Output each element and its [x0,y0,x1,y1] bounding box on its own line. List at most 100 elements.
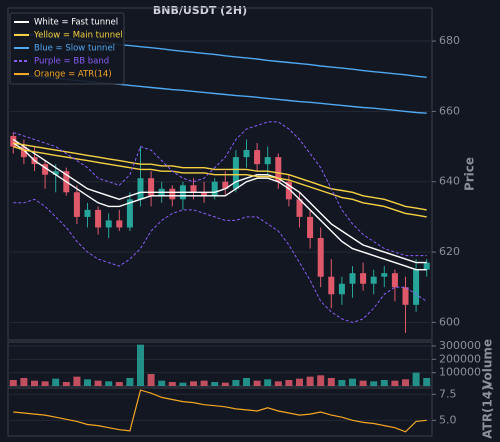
volume-bar [84,379,91,386]
volume-bar [179,382,187,386]
candle-body [296,199,303,217]
candle-body [254,150,261,165]
y-tick-label: 7.5 [439,387,457,400]
candle-body [222,181,229,189]
atr-line [13,389,427,433]
y-axis-label: ATR(14) [481,385,495,438]
y-tick-label: 640 [439,175,460,188]
volume-bar [20,378,28,386]
tunnel-line [12,142,427,271]
y-tick-label: 300000 [439,339,481,352]
legend-label: White = Fast tunnel [34,18,118,28]
candle-body [423,262,430,270]
tunnel-line [13,145,427,218]
candle-body [243,150,250,158]
volume-bar [41,381,49,386]
candle-body [402,287,409,305]
candle-body [370,276,377,284]
candle-body [328,276,335,295]
y-tick-label: 660 [439,104,460,117]
candle-body [105,220,112,228]
chart-title: BNB/USDT (2H) [153,4,247,17]
candle-body [413,269,420,305]
y-tick-label: 600 [439,315,460,328]
candle-body [116,220,123,228]
volume-bar [423,378,431,386]
candle-body [190,185,197,193]
volume-bar [306,376,314,386]
panel-frame [7,341,433,387]
y-tick-label: 680 [439,34,460,47]
legend-box [9,12,125,85]
candle-body [360,273,367,284]
candle-body [42,164,49,175]
candle-body [317,238,324,277]
volume-bar [243,378,250,386]
volume-bar [391,380,399,386]
tunnel-line [13,198,427,323]
volume-bar [253,380,261,386]
candle-body [349,273,356,284]
y-tick-label: 5.0 [439,413,457,426]
candle-body [275,157,282,182]
volume-bar [126,378,134,386]
volume-bar [285,380,293,386]
volume-bar [359,380,367,386]
candle-body [52,171,59,175]
y-axis-label: Volume [481,339,495,389]
y-axis-label: Price [463,157,477,191]
y-tick-label: 200000 [439,352,481,365]
tunnel-line [12,138,427,264]
volume-bar [94,380,102,386]
volume-bar [137,344,144,386]
volume-bar [158,380,166,386]
legend-label: Yellow = Main tunnel [33,31,123,41]
legend: White = Fast tunnel Yellow = Main tunnel B… [9,12,125,85]
volume-bar [105,381,113,386]
candle-body [381,273,388,277]
candle-body [307,216,314,239]
volume-bar [221,382,229,386]
candle-body [232,157,239,189]
candle-body [169,188,176,200]
candle-body [211,181,218,196]
volume-bar [296,378,303,386]
legend-label: Orange = ATR(14) [34,70,112,80]
volume-bar [327,378,335,386]
candle-body [201,192,208,196]
volume-bar [370,381,378,386]
volume-bar [232,380,240,386]
volume-bar [274,381,282,386]
volume-bar [115,382,123,386]
volume-bar [190,381,197,386]
candle-body [285,181,292,200]
panel-frame [7,387,433,437]
volume-bar [211,382,219,386]
candle-body [264,157,271,165]
volume-bar [402,379,409,386]
candle-body [126,199,133,228]
volume-bar [264,379,272,386]
candle-body [137,178,144,200]
volume-bar [200,380,208,386]
volume-bar [168,382,176,386]
volume-bar [412,372,420,386]
legend-label: Blue = Slow tunnel [34,44,115,54]
volume-bar [73,376,81,386]
candle-body [338,283,345,295]
volume-bar [9,380,17,386]
legend-label: Purple = BB band [34,57,109,67]
panel-frame [7,7,433,341]
candle-body [95,209,102,228]
volume-bar [380,380,388,386]
candle-body [84,209,91,217]
volume-bar [31,380,38,386]
volume-bar [349,378,356,386]
tunnel-line [13,142,427,211]
volume-bar [317,375,325,386]
volume-bar [52,378,60,386]
y-tick-label: 100000 [439,366,481,379]
volume-bar [338,380,346,386]
